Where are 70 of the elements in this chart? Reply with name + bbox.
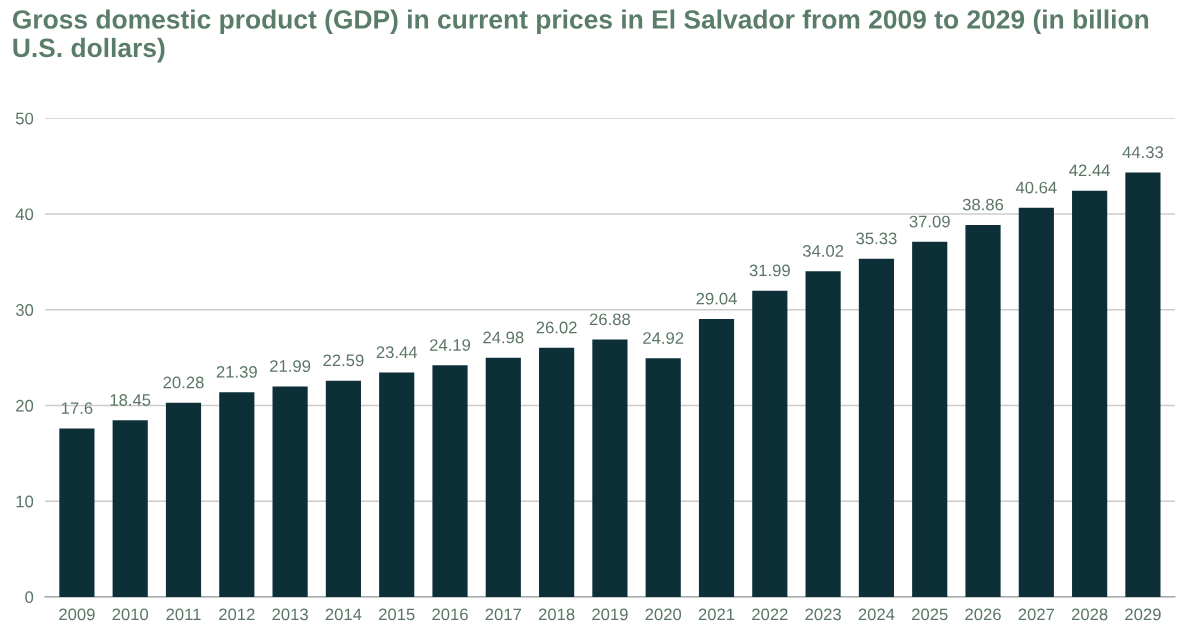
x-tick-label: 2027 [1018,608,1055,621]
x-tick-label: 2012 [219,608,255,621]
data-label: 17.6 [61,402,93,415]
bar [1125,172,1161,597]
x-tick-label: 2021 [698,608,735,621]
bar [165,402,202,597]
bar [325,380,361,597]
y-tick-label: 10 [16,495,34,508]
bar [539,347,575,597]
x-tick-label: 2009 [59,608,95,621]
x-tick-label: 2023 [805,608,841,621]
data-label: 26.02 [536,321,577,334]
data-label: 31.99 [749,264,790,277]
x-tick-label: 2020 [645,608,682,621]
x-tick-label: 2026 [965,608,1001,621]
data-label: 22.59 [323,354,364,367]
bar [858,258,895,597]
x-tick-label: 2018 [538,608,575,621]
data-label: 23.44 [376,346,418,359]
bar [698,318,735,597]
bar [912,241,948,597]
y-tick-label: 20 [16,399,34,412]
x-tick-label: 2013 [272,608,308,621]
bar [752,290,788,597]
data-label: 26.88 [589,313,631,326]
data-label: 29.04 [696,292,737,305]
data-label: 38.86 [962,198,1004,211]
x-tick-label: 2028 [1071,608,1108,621]
bar [432,365,468,597]
data-label: 34.02 [802,245,844,257]
bar [965,224,1001,597]
bar [379,372,415,597]
bar [805,271,841,597]
y-tick-label: 30 [15,304,34,316]
x-tick-label: 2014 [325,608,362,621]
y-tick-label: 50 [15,112,34,125]
bar [592,339,628,597]
data-label: 24.98 [483,331,524,344]
x-tick-label: 2029 [1125,608,1161,621]
data-label: 21.99 [270,360,311,372]
bar [485,357,521,597]
x-tick-label: 2016 [432,608,468,621]
data-label: 37.09 [909,215,950,228]
x-tick-label: 2010 [112,608,149,621]
x-tick-label: 2025 [912,608,948,621]
data-label: 21.39 [216,365,257,378]
bar [645,358,681,597]
data-label: 20.28 [163,376,204,389]
data-label: 18.45 [110,394,151,406]
data-label: 40.64 [1015,181,1057,194]
bar [1018,207,1054,597]
chart-title: Gross domestic product (GDP) in current prices in El Salvador from 2009 to 2029 (in billion U.S. dollars) [12,9,1149,63]
data-label: 42.44 [1069,164,1110,177]
bar [219,392,255,597]
x-tick-label: 2019 [592,608,628,621]
x-tick-label: 2024 [858,608,895,621]
data-label: 24.92 [643,332,684,344]
x-tick-label: 2015 [379,608,415,621]
bar [112,420,148,597]
y-tick-label: 40 [15,208,34,221]
data-label: 35.33 [856,232,897,245]
x-tick-label: 2011 [166,608,201,621]
bar [1072,190,1108,597]
x-tick-label: 2022 [752,608,788,621]
bar [272,386,308,597]
x-tick-label: 2017 [485,608,522,621]
data-label: 44.33 [1122,146,1164,159]
data-label: 24.19 [429,339,471,351]
y-tick-label: 0 [25,591,34,604]
bar [59,428,95,597]
